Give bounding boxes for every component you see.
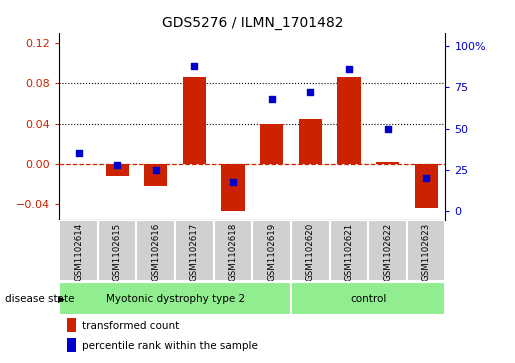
- Point: [152, 167, 160, 173]
- Text: Myotonic dystrophy type 2: Myotonic dystrophy type 2: [106, 294, 245, 303]
- Bar: [368, 220, 407, 281]
- Text: GSM1102619: GSM1102619: [267, 223, 276, 281]
- Point: [268, 96, 276, 102]
- Bar: [59, 282, 291, 315]
- Bar: [214, 220, 252, 281]
- Text: GSM1102620: GSM1102620: [306, 223, 315, 281]
- Bar: [299, 119, 322, 164]
- Text: GSM1102616: GSM1102616: [151, 223, 160, 281]
- Bar: [175, 220, 214, 281]
- Bar: [415, 164, 438, 208]
- Bar: [407, 220, 445, 281]
- Point: [306, 89, 314, 95]
- Text: disease state: disease state: [5, 294, 75, 305]
- Bar: [144, 164, 167, 186]
- Text: ▶: ▶: [58, 295, 64, 304]
- Text: GSM1102615: GSM1102615: [113, 223, 122, 281]
- Title: GDS5276 / ILMN_1701482: GDS5276 / ILMN_1701482: [162, 16, 343, 30]
- Bar: [59, 220, 98, 281]
- Bar: [291, 282, 445, 315]
- Text: GSM1102622: GSM1102622: [383, 223, 392, 281]
- Bar: [106, 164, 129, 176]
- Bar: [291, 220, 330, 281]
- Point: [113, 162, 122, 168]
- Text: GSM1102617: GSM1102617: [190, 223, 199, 281]
- Bar: [260, 124, 283, 164]
- Point: [229, 179, 237, 184]
- Text: percentile rank within the sample: percentile rank within the sample: [82, 340, 259, 351]
- Bar: [376, 162, 399, 164]
- Text: GSM1102621: GSM1102621: [345, 223, 353, 281]
- Text: transformed count: transformed count: [82, 321, 180, 331]
- Text: control: control: [350, 294, 386, 303]
- Bar: [221, 164, 245, 211]
- Bar: [98, 220, 136, 281]
- Bar: [252, 220, 291, 281]
- Point: [191, 63, 199, 69]
- Bar: [136, 220, 175, 281]
- Point: [74, 151, 82, 156]
- Text: GSM1102623: GSM1102623: [422, 223, 431, 281]
- Bar: [183, 77, 206, 164]
- Bar: [337, 77, 360, 164]
- Point: [345, 66, 353, 72]
- Point: [422, 175, 431, 181]
- Text: GSM1102618: GSM1102618: [229, 223, 237, 281]
- Bar: [330, 220, 368, 281]
- Point: [383, 126, 392, 131]
- Text: GSM1102614: GSM1102614: [74, 223, 83, 281]
